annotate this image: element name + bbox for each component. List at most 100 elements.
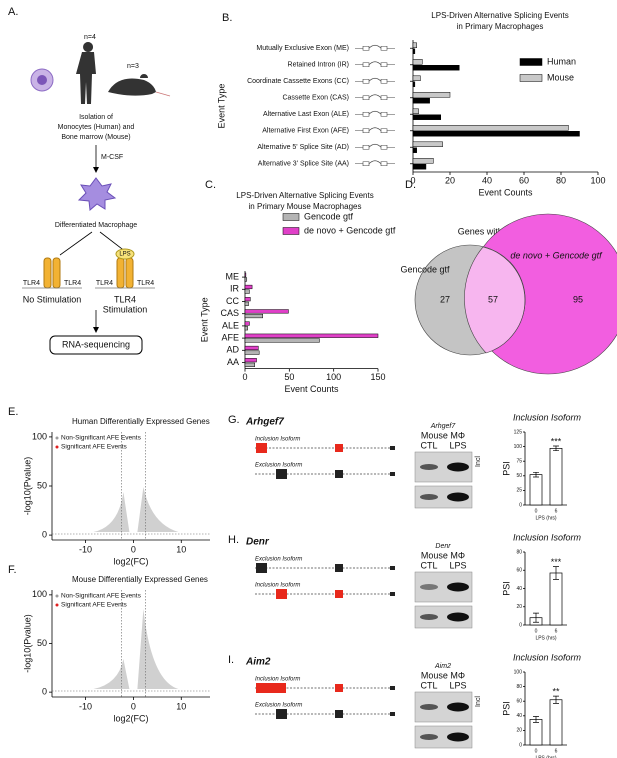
bar bbox=[244, 289, 250, 294]
bar bbox=[244, 284, 253, 290]
y-tick-label: 75 bbox=[516, 459, 522, 465]
x-tick-label: 10 bbox=[176, 544, 186, 554]
y-tick-label: 20 bbox=[516, 728, 522, 734]
x-axis-label: Event Counts bbox=[284, 384, 339, 394]
chart-title: Human Differentially Expressed Genes bbox=[72, 417, 210, 426]
error-bar bbox=[553, 445, 559, 452]
y-tick-label: Cassette Exon (CAS) bbox=[282, 95, 349, 102]
point-cloud bbox=[93, 487, 179, 532]
bar bbox=[412, 164, 427, 170]
exon bbox=[276, 469, 287, 479]
gel-band bbox=[447, 732, 469, 742]
panel-letter: D. bbox=[405, 179, 416, 191]
bar bbox=[244, 297, 251, 302]
y-tick-label: 50 bbox=[516, 473, 522, 479]
human-n: n=4 bbox=[84, 34, 96, 41]
bar bbox=[244, 313, 263, 319]
y-tick-label: Mutually Exclusive Exon (ME) bbox=[256, 45, 349, 52]
x-tick-label: 6 bbox=[555, 508, 558, 514]
x-tick-label: 50 bbox=[284, 372, 294, 382]
rnaseq: RNA-sequencing bbox=[62, 339, 130, 349]
bar bbox=[412, 141, 443, 148]
exon bbox=[276, 589, 287, 599]
y-tick-label: 20 bbox=[516, 604, 522, 610]
exon bbox=[256, 443, 267, 453]
tlr4-receptor bbox=[52, 257, 61, 289]
x-tick-label: 100 bbox=[326, 372, 341, 382]
panel-letter: F. bbox=[8, 564, 17, 576]
gene-name: Denr bbox=[246, 537, 270, 548]
bar bbox=[412, 48, 416, 54]
isoform-label: Inclusion Isoform bbox=[255, 437, 300, 443]
bar bbox=[412, 98, 430, 104]
y-tick-label: CAS bbox=[220, 308, 239, 318]
x-tick-label: -10 bbox=[79, 701, 92, 711]
venn-count: 27 bbox=[440, 294, 450, 304]
bar bbox=[244, 277, 248, 282]
bar bbox=[244, 309, 289, 314]
y-tick-label: 60 bbox=[516, 568, 522, 574]
splicing-icon bbox=[355, 160, 395, 167]
x-axis-label: LPS (hrs) bbox=[535, 755, 556, 758]
isoform-label: Inclusion Isoform bbox=[255, 583, 300, 589]
splicing-icon bbox=[355, 44, 395, 51]
gene-name: Aim2 bbox=[245, 657, 271, 668]
legend-swatch bbox=[282, 213, 300, 221]
gel-band bbox=[420, 734, 438, 740]
bar bbox=[412, 114, 441, 120]
rnaseq-box bbox=[49, 335, 143, 355]
exon bbox=[335, 710, 343, 718]
exon bbox=[390, 566, 395, 570]
lps-label: LPS bbox=[119, 252, 130, 258]
gel-band bbox=[420, 584, 438, 590]
chart-title: Inclusion Isoform bbox=[513, 532, 582, 542]
band-label: Incl bbox=[475, 696, 482, 707]
bar bbox=[529, 474, 543, 506]
y-axis-label: PSI bbox=[501, 701, 511, 716]
exon bbox=[276, 709, 287, 719]
gel-band bbox=[447, 702, 469, 712]
venn-label: Gencode gtf bbox=[400, 264, 450, 274]
bar bbox=[412, 42, 417, 48]
gel-cells: Mouse MΦ bbox=[421, 430, 465, 440]
venn-count: 57 bbox=[488, 294, 498, 304]
isolation-text: Bone marrow (Mouse) bbox=[61, 134, 130, 141]
significance: *** bbox=[551, 557, 562, 567]
mouse-icon bbox=[108, 74, 156, 96]
x-tick-label: 40 bbox=[482, 175, 492, 185]
lane-label: LPS bbox=[449, 440, 466, 450]
x-tick-label: 0 bbox=[131, 544, 136, 554]
y-tick-label: 100 bbox=[32, 431, 47, 441]
x-tick-label: 0 bbox=[535, 628, 538, 634]
gel-band bbox=[420, 704, 438, 710]
x-axis-label: log2(FC) bbox=[113, 556, 148, 566]
bar bbox=[244, 333, 379, 338]
bar bbox=[412, 75, 421, 82]
bar bbox=[412, 108, 419, 115]
legend-label: de novo + Gencode gtf bbox=[304, 225, 396, 235]
gel-band bbox=[447, 462, 469, 472]
gel-band bbox=[447, 582, 469, 592]
isoform-label: Exclusion Isoform bbox=[255, 557, 302, 563]
y-tick-label: AFE bbox=[221, 332, 239, 342]
chart-title: in Primary Macrophages bbox=[457, 22, 544, 31]
lane-label: CTL bbox=[420, 560, 437, 570]
x-tick-label: 10 bbox=[176, 701, 186, 711]
gel-cells: Mouse MΦ bbox=[421, 550, 465, 560]
splicing-icon bbox=[355, 127, 395, 134]
y-tick-label: 0 bbox=[519, 502, 522, 508]
lane-label: LPS bbox=[449, 680, 466, 690]
x-tick-label: 0 bbox=[535, 508, 538, 514]
y-axis-label: PSI bbox=[501, 581, 511, 596]
lps-icon bbox=[115, 248, 135, 260]
error-bar bbox=[533, 612, 539, 623]
arrow bbox=[59, 231, 93, 256]
bar bbox=[412, 131, 580, 137]
isoform-label: Exclusion Isoform bbox=[255, 703, 302, 709]
gel bbox=[414, 605, 473, 629]
bar bbox=[549, 572, 563, 626]
x-tick-label: 60 bbox=[519, 175, 529, 185]
legend-label: Mouse bbox=[547, 72, 574, 82]
x-tick-label: 0 bbox=[535, 748, 538, 754]
bar bbox=[244, 345, 259, 351]
